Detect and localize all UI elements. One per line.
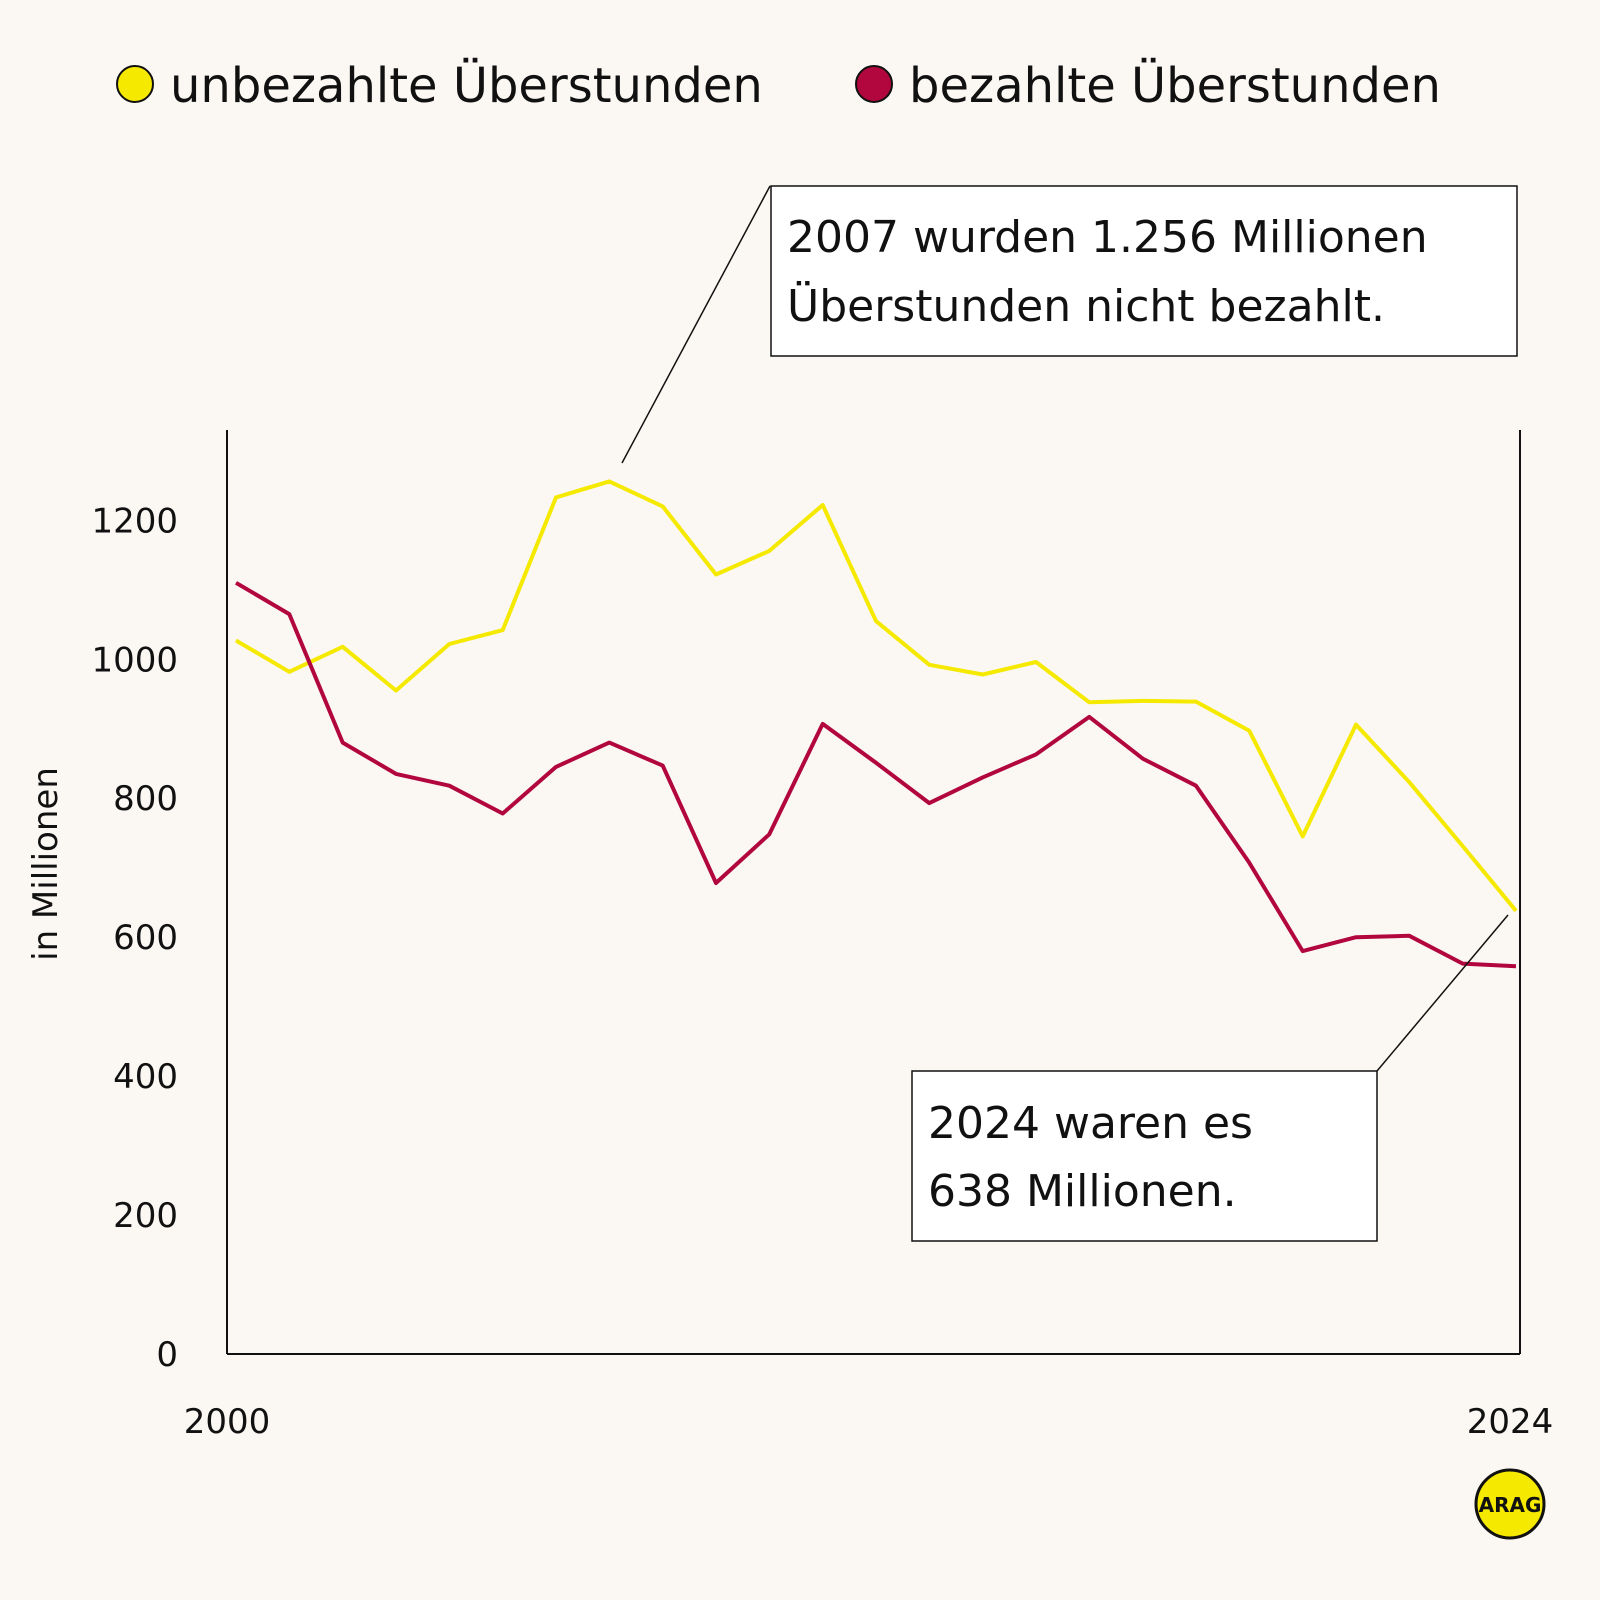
annotation-2007: 2007 wurden 1.256 Millionen Überstunden …	[621, 185, 1518, 464]
legend-label-unpaid: unbezahlte Überstunden	[170, 58, 763, 114]
y-tick-label: 1200	[91, 501, 178, 541]
legend: unbezahlte Überstunden bezahlte Überstun…	[116, 58, 1441, 114]
annotation-2007-line-2: Überstunden nicht bezahlt.	[787, 280, 1385, 332]
annotation-2007-box	[770, 185, 1518, 357]
x-tick-labels: 2000 2024	[184, 1402, 1554, 1442]
legend-label-paid: bezahlte Überstunden	[909, 58, 1441, 114]
arag-logo-circle	[1474, 1468, 1546, 1540]
arag-logo: ARAG	[1474, 1468, 1546, 1540]
y-tick-label: 0	[156, 1335, 178, 1375]
annotation-2024-box	[911, 1070, 1378, 1242]
legend-marker-paid	[855, 65, 893, 103]
y-tick-label: 800	[113, 779, 178, 819]
x-tick-label-end: 2024	[1467, 1402, 1554, 1442]
legend-item-paid: bezahlte Überstunden	[855, 58, 1441, 114]
y-tick-labels: 0 200 400 600 800 1000 1200	[91, 501, 178, 1375]
axes	[226, 430, 1521, 1355]
legend-item-unpaid: unbezahlte Überstunden	[116, 58, 763, 114]
annotation-2007-leader	[621, 185, 771, 464]
x-tick-label-start: 2000	[184, 1402, 271, 1442]
y-tick-label: 200	[113, 1196, 178, 1236]
series-group	[234, 479, 1518, 969]
annotation-2024-leader	[1376, 914, 1509, 1072]
y-tick-label: 400	[113, 1057, 178, 1097]
legend-marker-unpaid	[116, 65, 154, 103]
y-axis-title: in Millionen	[26, 767, 66, 961]
series-line-paid	[234, 581, 1517, 969]
y-tick-label: 1000	[91, 640, 178, 680]
annotation-2007-line-1: 2007 wurden 1.256 Millionen	[787, 212, 1428, 263]
annotation-2024: 2024 waren es 638 Millionen.	[911, 914, 1509, 1242]
series-line-unpaid	[234, 479, 1518, 913]
annotation-2024-line-2: 638 Millionen.	[928, 1166, 1237, 1217]
arag-logo-text: ARAG	[1479, 1493, 1542, 1517]
y-tick-label: 600	[113, 918, 178, 958]
annotation-2024-line-1: 2024 waren es	[928, 1098, 1253, 1149]
